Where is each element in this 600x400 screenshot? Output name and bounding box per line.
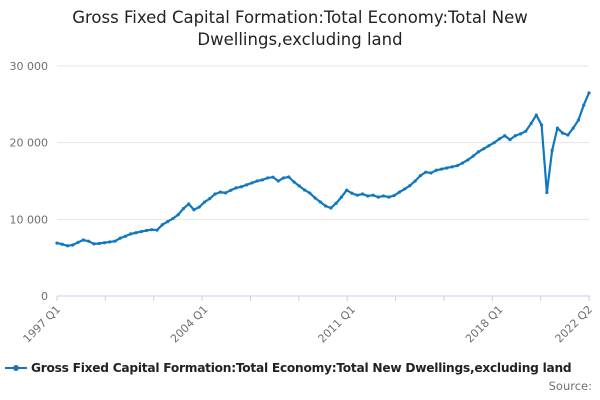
y-axis-label: 0 [41, 290, 48, 303]
x-axis-labels: 1997 Q1 2004 Q1 2011 Q1 2018 Q1 2022 Q2 [21, 303, 596, 346]
x-axis [56, 295, 590, 301]
x-axis-label: 2018 Q1 [463, 303, 506, 346]
chart-canvas: 0 10 000 20 000 30 000 1997 Q1 2004 Q1 2011 Q1… [10, 60, 596, 346]
x-axis-label: 1997 Q1 [21, 303, 64, 346]
y-axis-label: 20 000 [10, 137, 49, 150]
y-axis-labels: 0 10 000 20 000 30 000 [10, 60, 49, 303]
y-axis-label: 30 000 [10, 60, 49, 73]
source-label: Source: [548, 379, 592, 393]
y-axis-label: 10 000 [10, 213, 49, 226]
x-axis-label: 2022 Q2 [553, 303, 596, 346]
x-axis-label: 2004 Q1 [168, 303, 211, 346]
chart-title: Gross Fixed Capital Formation:Total Econ… [0, 7, 600, 51]
chart-title-line-2: Dwellings,excluding land [197, 29, 403, 49]
legend-item[interactable]: Gross Fixed Capital Formation:Total Econ… [5, 361, 572, 375]
chart-title-line-1: Gross Fixed Capital Formation:Total Econ… [72, 8, 528, 27]
legend-line-marker-icon [5, 365, 27, 371]
x-axis-label: 2011 Q1 [316, 303, 359, 346]
legend-label: Gross Fixed Capital Formation:Total Econ… [31, 361, 572, 375]
series-markers [55, 91, 591, 248]
series-line[interactable] [55, 91, 591, 247]
y-gridlines [57, 65, 589, 220]
